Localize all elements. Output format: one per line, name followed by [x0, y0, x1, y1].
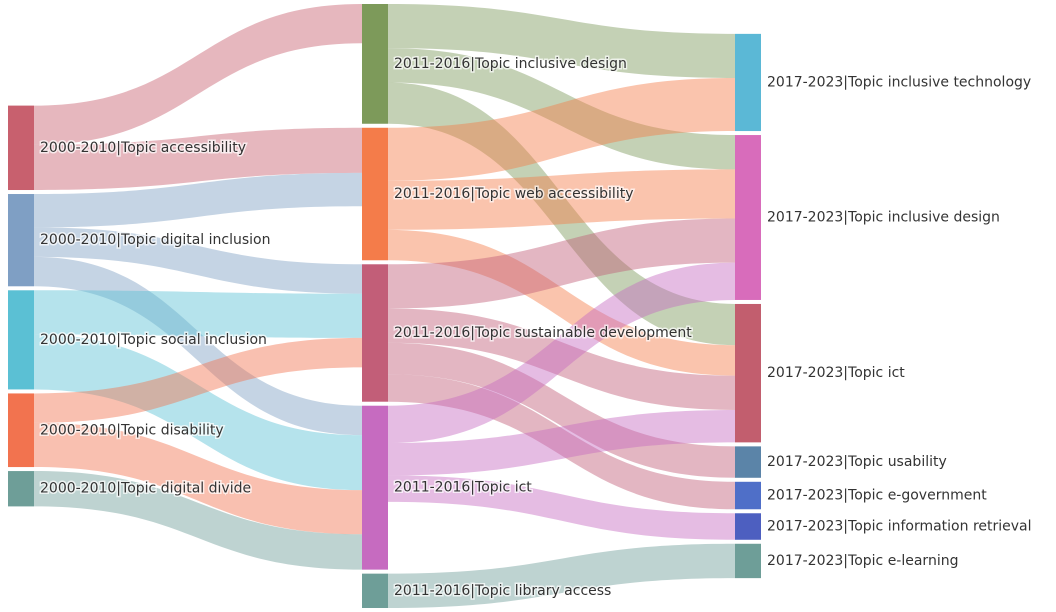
node-label: 2017-2023|Topic e-learning: [767, 553, 958, 569]
link: [34, 256, 362, 436]
node: [735, 513, 761, 540]
node: [735, 135, 761, 300]
link: [388, 543, 735, 608]
link: [34, 334, 362, 491]
link: [34, 471, 362, 570]
link: [388, 78, 735, 181]
node: [735, 303, 761, 443]
node-label: 2017-2023|Topic usability: [767, 454, 947, 470]
link: [388, 308, 735, 410]
link: [34, 290, 362, 338]
link: [388, 374, 735, 510]
link: [388, 4, 735, 79]
node: [362, 573, 388, 608]
node: [362, 405, 388, 570]
node: [8, 290, 34, 390]
node-label: 2000-2010|Topic digital divide: [40, 481, 251, 497]
node: [8, 471, 34, 507]
node: [8, 105, 34, 191]
node: [735, 446, 761, 478]
node-label: 2011-2016|Topic web accessibility: [394, 186, 633, 202]
node-label: 2011-2016|Topic inclusive design: [394, 56, 627, 72]
link: [388, 475, 735, 540]
node-label: 2011-2016|Topic library access: [394, 583, 611, 599]
link: [34, 127, 362, 191]
link: [388, 409, 735, 476]
node: [735, 543, 761, 579]
links: [34, 4, 735, 608]
link: [388, 229, 735, 376]
node-label: 2011-2016|Topic sustainable development: [394, 325, 692, 341]
link: [34, 422, 362, 535]
node-label: 2017-2023|Topic inclusive design: [767, 210, 1000, 226]
node-label: 2000-2010|Topic social inclusion: [40, 332, 267, 348]
node: [362, 264, 388, 402]
node: [735, 33, 761, 132]
link: [34, 227, 362, 294]
link: [388, 82, 735, 346]
node: [735, 481, 761, 510]
link: [388, 342, 735, 478]
node-label: 2017-2023|Topic ict: [767, 365, 905, 381]
node: [362, 127, 388, 261]
link: [34, 172, 362, 228]
node-label: 2000-2010|Topic accessibility: [40, 140, 246, 156]
node-label: 2011-2016|Topic ict: [394, 480, 532, 496]
node-label: 2017-2023|Topic e-government: [767, 488, 987, 504]
node-label: 2017-2023|Topic information retrieval: [767, 519, 1032, 535]
link: [388, 262, 735, 444]
node: [8, 393, 34, 468]
link: [388, 169, 735, 230]
link: [34, 337, 362, 423]
node: [8, 194, 34, 287]
node-label: 2000-2010|Topic disability: [40, 422, 224, 438]
link: [388, 48, 735, 170]
link: [34, 4, 362, 145]
node-label: 2000-2010|Topic digital inclusion: [40, 232, 271, 248]
node: [362, 4, 388, 124]
link: [388, 218, 735, 309]
node-label: 2017-2023|Topic inclusive technology: [767, 74, 1031, 90]
